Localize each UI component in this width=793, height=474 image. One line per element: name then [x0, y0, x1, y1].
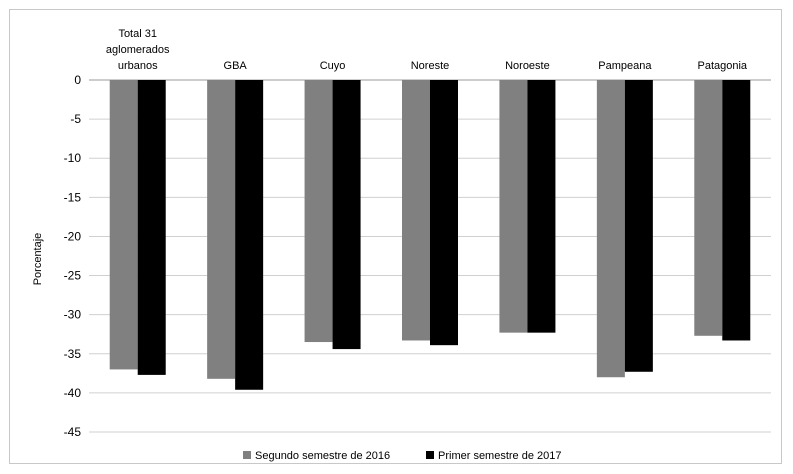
y-axis-title: Porcentaje	[32, 233, 44, 286]
y-tick-label: -25	[64, 269, 82, 283]
category-label: Pampeana	[598, 60, 652, 72]
y-tick-label: 0	[74, 73, 81, 87]
y-tick-label: -5	[70, 112, 81, 126]
category-label: aglomerados	[106, 44, 170, 56]
bar-primer-semestre-2017	[624, 80, 653, 372]
legend-swatch	[426, 451, 434, 459]
y-tick-label: -20	[64, 229, 82, 243]
y-tick-label: -45	[64, 425, 82, 439]
y-tick-labels: 0 -5 -10 -15 -20 -25 -30 -35 -40 -45	[64, 73, 82, 439]
y-tick-label: -30	[64, 308, 82, 322]
bar-segundo-semestre-2016	[304, 80, 333, 343]
bar-segundo-semestre-2016	[499, 80, 528, 333]
legend-label: Segundo semestre de 2016	[255, 450, 390, 462]
bar-primer-semestre-2017	[235, 80, 264, 390]
bar-segundo-semestre-2016	[596, 80, 625, 378]
category-label: GBA	[224, 60, 248, 72]
category-label: Noreste	[411, 60, 450, 72]
category-label: Noroeste	[505, 60, 550, 72]
bar-segundo-semestre-2016	[109, 80, 138, 370]
bar-segundo-semestre-2016	[402, 80, 430, 341]
y-tick-label: -35	[64, 347, 82, 361]
legend-swatch	[243, 451, 251, 459]
legend: Segundo semestre de 2016 Primer semestre …	[243, 450, 562, 462]
bar-primer-semestre-2017	[137, 80, 166, 375]
gridlines	[89, 79, 771, 433]
category-label: Patagonia	[698, 60, 748, 72]
y-tick-label: -40	[64, 386, 82, 400]
y-tick-label: -10	[64, 151, 82, 165]
category-label: Cuyo	[320, 60, 346, 72]
bars	[109, 80, 751, 390]
bar-segundo-semestre-2016	[207, 80, 236, 379]
legend-label: Primer semestre de 2017	[438, 450, 562, 462]
category-label: urbanos	[118, 60, 158, 72]
bar-primer-semestre-2017	[430, 80, 458, 346]
category-label: Total 31	[118, 28, 157, 40]
bar-primer-semestre-2017	[527, 80, 556, 333]
y-tick-label: -15	[64, 190, 82, 204]
bar-primer-semestre-2017	[722, 80, 751, 341]
bar-segundo-semestre-2016	[694, 80, 723, 336]
bar-primer-semestre-2017	[332, 80, 361, 350]
category-labels: Total 31 aglomerados urbanos GBA Cuyo Noreste…	[106, 28, 748, 72]
